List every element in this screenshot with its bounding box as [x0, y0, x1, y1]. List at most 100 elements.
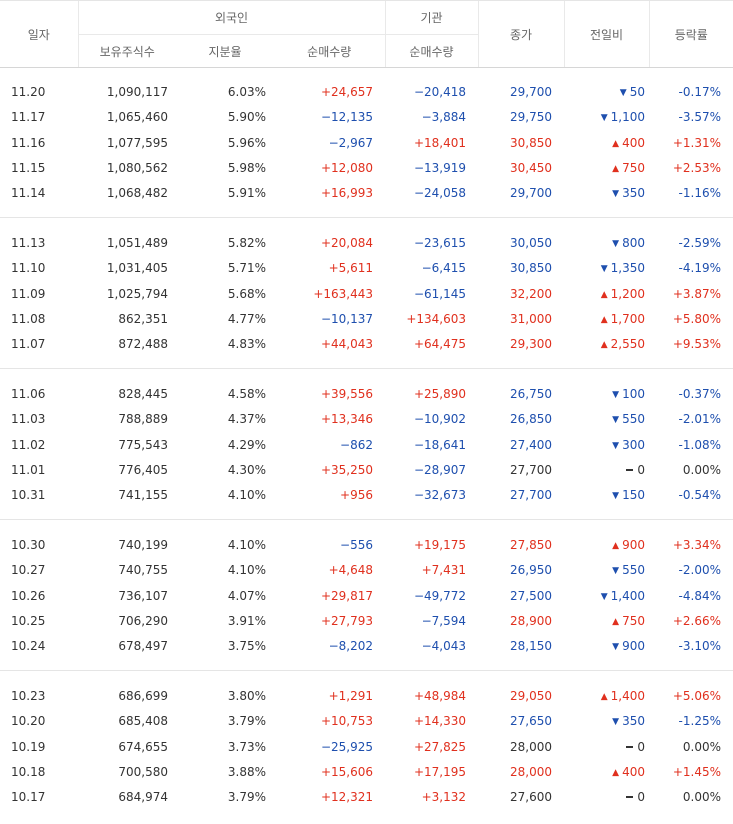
- change-cell: 0: [564, 734, 649, 759]
- change-value: 0: [637, 463, 645, 477]
- institution-net-buy-cell: +17,195: [413, 764, 466, 779]
- down-triangle-icon: ▼: [612, 440, 620, 451]
- institution-net-buy-header: 순매수량: [384, 34, 478, 68]
- foreign-net-buy-cell: +27,793: [320, 613, 373, 628]
- change-cell: 0: [564, 785, 649, 810]
- change-value: 1,400: [610, 689, 645, 704]
- institution-group-header: 기관: [384, 0, 478, 35]
- table-row: 11.14 1,068,482 5.91% +16,993 −24,058 29,700 ▼…: [0, 181, 733, 206]
- table-row: 11.20 1,090,117 6.03% +24,657 −20,418 29,700 ▼…: [0, 80, 733, 105]
- institution-net-buy-cell: −6,415: [421, 261, 466, 276]
- institution-net-buy-cell: −20,418: [413, 85, 466, 100]
- close-price-cell: 27,700: [510, 463, 552, 477]
- share-ratio-cell: 4.10%: [227, 563, 266, 578]
- foreign-net-buy-cell: −556: [340, 538, 373, 553]
- down-triangle-icon: ▼: [612, 642, 620, 653]
- table-row: 11.03 788,889 4.37% +13,346 −10,902 26,850 ▼ 55…: [0, 407, 733, 432]
- change-value: 300: [622, 437, 645, 452]
- close-price-cell: 28,000: [510, 739, 552, 754]
- date-cell: 10.24: [11, 639, 46, 654]
- date-cell: 11.20: [11, 85, 46, 100]
- date-cell: 10.20: [11, 714, 46, 729]
- holdings-cell: 862,351: [118, 312, 168, 327]
- close-price-header: 종가: [477, 0, 564, 68]
- holdings-cell: 678,497: [118, 639, 168, 654]
- date-cell: 11.08: [11, 312, 46, 327]
- change-value: 900: [622, 639, 645, 654]
- change-cell: ▼ 1,350: [564, 256, 649, 281]
- foreign-net-buy-cell: −12,135: [320, 110, 373, 125]
- table-row: 11.06 828,445 4.58% +39,556 +25,890 26,750 ▼ 10…: [0, 381, 733, 406]
- up-triangle-icon: ▲: [600, 692, 608, 703]
- change-value: 150: [622, 488, 645, 503]
- down-triangle-icon: ▼: [612, 390, 620, 401]
- foreign-net-buy-cell: −25,925: [320, 739, 373, 754]
- change-rate-cell: +9.53%: [672, 337, 721, 352]
- change-header: 전일비: [563, 0, 649, 68]
- holdings-cell: 736,107: [118, 588, 168, 603]
- foreign-net-buy-cell: +39,556: [320, 387, 373, 402]
- close-price-cell: 28,150: [510, 639, 552, 654]
- down-triangle-icon: ▼: [612, 415, 620, 426]
- foreign-net-buy-cell: +10,753: [320, 714, 373, 729]
- close-price-cell: 27,700: [510, 488, 552, 503]
- holdings-cell: 700,580: [118, 764, 168, 779]
- institution-net-buy-cell: −23,615: [413, 236, 466, 251]
- table-row: 10.25 706,290 3.91% +27,793 −7,594 28,900 ▲ 750…: [0, 608, 733, 633]
- share-ratio-cell: 4.83%: [227, 337, 266, 352]
- change-rate-cell: +3.87%: [672, 286, 721, 301]
- close-price-cell: 29,700: [510, 186, 552, 201]
- date-cell: 11.14: [11, 186, 46, 201]
- change-rate-cell: -0.37%: [678, 387, 721, 402]
- holdings-cell: 740,755: [118, 563, 168, 578]
- change-value: 550: [622, 563, 645, 578]
- flat-dash-icon: [626, 469, 634, 471]
- holdings-cell: 828,445: [118, 387, 168, 402]
- table-row: 11.16 1,077,595 5.96% −2,967 +18,401 30,850 ▲ 4…: [0, 130, 733, 155]
- change-value: 50: [629, 85, 645, 100]
- table-row: 10.18 700,580 3.88% +15,606 +17,195 28,000 ▲ 40…: [0, 759, 733, 784]
- institution-net-buy-cell: −10,902: [413, 412, 466, 427]
- change-value: 1,400: [610, 588, 645, 603]
- down-triangle-icon: ▼: [612, 566, 620, 577]
- date-cell: 11.06: [11, 387, 46, 402]
- date-cell: 11.03: [11, 412, 46, 427]
- institution-net-buy-cell: −24,058: [413, 186, 466, 201]
- up-triangle-icon: ▲: [600, 289, 608, 300]
- share-ratio-cell: 4.10%: [227, 488, 266, 503]
- foreign-net-buy-cell: +24,657: [320, 85, 373, 100]
- change-rate-cell: +5.06%: [672, 689, 721, 704]
- change-cell: 0: [564, 457, 649, 482]
- date-cell: 10.30: [11, 538, 46, 553]
- share-ratio-cell: 3.75%: [227, 639, 266, 654]
- holdings-cell: 741,155: [118, 488, 168, 503]
- institution-net-buy-cell: −18,641: [413, 437, 466, 452]
- change-value: 350: [622, 714, 645, 729]
- institution-net-buy-cell: +7,431: [421, 563, 466, 578]
- share-ratio-header: 지분율: [176, 34, 274, 68]
- date-cell: 10.31: [11, 488, 46, 503]
- change-value: 0: [637, 739, 645, 754]
- date-cell: 11.09: [11, 286, 46, 301]
- foreign-net-buy-cell: +5,611: [328, 261, 373, 276]
- change-rate-cell: -4.19%: [678, 261, 721, 276]
- institution-net-buy-cell: +14,330: [413, 714, 466, 729]
- change-cell: ▲ 1,700: [564, 306, 649, 331]
- share-ratio-cell: 4.30%: [227, 463, 266, 477]
- date-cell: 11.02: [11, 437, 46, 452]
- share-ratio-cell: 5.82%: [227, 236, 266, 251]
- change-rate-cell: -2.01%: [678, 412, 721, 427]
- flat-dash-icon: [626, 796, 634, 799]
- share-ratio-cell: 3.73%: [227, 739, 266, 754]
- date-header: 일자: [0, 0, 78, 68]
- institution-net-buy-cell: −32,673: [413, 488, 466, 503]
- holdings-cell: 1,051,489: [106, 236, 168, 251]
- foreign-net-buy-header: 순매수량: [274, 34, 385, 68]
- change-rate-cell: +1.45%: [672, 764, 721, 779]
- holdings-cell: 674,655: [118, 739, 168, 754]
- foreign-net-buy-cell: −8,202: [328, 639, 373, 654]
- change-value: 1,200: [610, 286, 645, 301]
- close-price-cell: 29,300: [510, 337, 552, 352]
- down-triangle-icon: ▼: [612, 491, 620, 502]
- close-price-cell: 26,850: [510, 412, 552, 427]
